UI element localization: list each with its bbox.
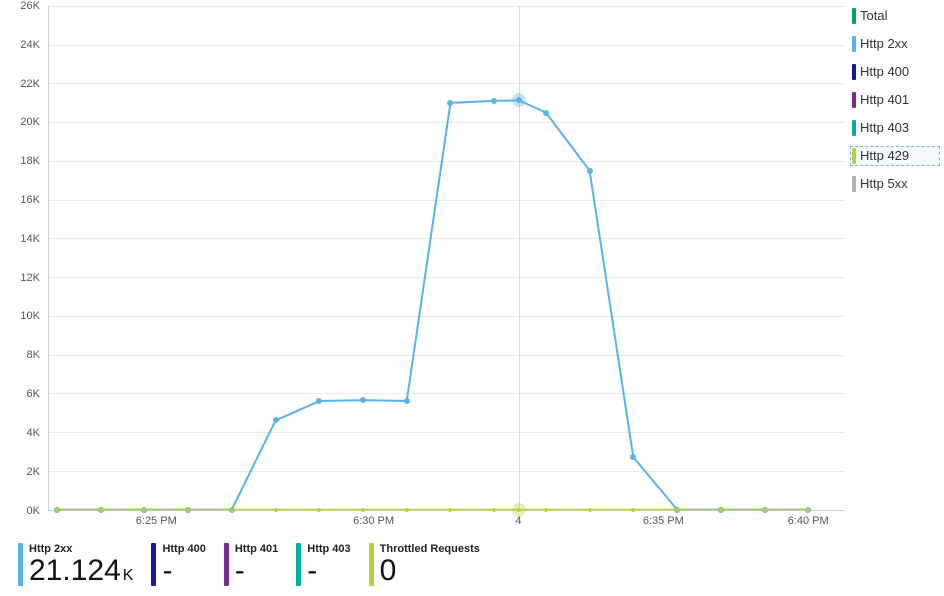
legend-swatch [852,64,856,80]
data-point [675,508,679,512]
series-http-429 [49,6,844,510]
metric-value-number: - [162,554,172,587]
legend-item[interactable]: Http 401 [850,90,940,110]
x-tick-label: 4 [515,515,521,527]
metric-value: 0 [380,555,480,587]
legend-label: Total [860,8,887,24]
metric-card[interactable]: Http 401- [224,543,278,587]
legend-swatch [852,176,856,192]
legend-label: Http 401 [860,92,909,108]
y-tick-label: 22K [0,78,40,90]
x-tick-label: 6:25 PM [136,515,177,527]
data-point [55,508,59,512]
y-tick-label: 14K [0,233,40,245]
y-tick-label: 16K [0,194,40,206]
legend-swatch [852,8,856,24]
y-tick-label: 20K [0,116,40,128]
metric-value: - [235,555,278,587]
metric-text: Http 401- [235,543,278,587]
metric-card[interactable]: Http 400- [151,543,205,587]
y-tick-label: 8K [0,349,40,361]
data-point [517,508,521,512]
metric-color-bar [296,543,301,587]
metric-color-bar [369,543,374,587]
data-point [631,508,635,512]
y-axis: 0K2K4K6K8K10K12K14K16K18K20K22K24K26K [0,6,44,511]
legend-item[interactable]: Total [850,6,940,26]
legend-swatch [852,92,856,108]
legend: Total Http 2xx Http 400 Http 401 Http 403 Htt… [844,0,944,537]
metric-color-bar [18,543,23,587]
y-tick-label: 12K [0,272,40,284]
data-point [230,508,234,512]
x-tick-label: 6:40 PM [788,515,829,527]
data-point [588,508,592,512]
chart-area: 0K 2K 4K 6K 8K 10K 12K 14K 16K 18K 20K 22K 24K 26K 6:… [0,0,844,537]
legend-label: Http 400 [860,64,909,80]
chart-row: 0K 2K 4K 6K 8K 10K 12K 14K 16K 18K 20K 22K 24K 26K 6:… [0,0,944,537]
metric-color-bar [151,543,156,587]
x-tick-label: 6:35 PM [643,515,684,527]
y-tick-label: 18K [0,155,40,167]
legend-item[interactable]: Http 429 [850,146,940,166]
legend-item[interactable]: Http 403 [850,118,940,138]
metric-value-number: 21.124 [29,554,121,587]
legend-label: Http 429 [860,148,909,164]
data-point [405,508,409,512]
x-tick-label: 6:30 PM [353,515,394,527]
metric-card[interactable]: Http 2xx21.124K [18,543,133,587]
x-axis: 6:25 PM 6:30 PM 4 6:35 PM 6:40 PM [48,513,844,531]
y-tick-label: 0K [0,505,40,517]
metric-value: - [162,555,205,587]
metric-text: Throttled Requests0 [380,543,480,587]
metric-text: Http 2xx21.124K [29,543,133,587]
data-point [142,508,146,512]
data-point [186,508,190,512]
metric-card[interactable]: Http 403- [296,543,350,587]
metric-value-number: - [235,554,245,587]
legend-item[interactable]: Http 5xx [850,174,940,194]
y-tick-label: 24K [0,39,40,51]
data-point [763,508,767,512]
data-point [806,508,810,512]
metric-color-bar [224,543,229,587]
legend-swatch [852,36,856,52]
metrics-row: Http 2xx21.124K Http 400- Http 401- Http 40… [0,537,944,596]
data-point [274,508,278,512]
legend-label: Http 2xx [860,36,908,52]
chart-container: 0K2K4K6K8K10K12K14K16K18K20K22K24K26K 6:… [0,0,944,596]
data-point [99,508,103,512]
data-point [492,508,496,512]
metric-value-number: 0 [380,554,397,587]
legend-swatch [852,120,856,136]
legend-item[interactable]: Http 400 [850,62,940,82]
y-tick-label: 2K [0,466,40,478]
legend-swatch [852,148,856,164]
plot-area[interactable] [48,6,844,511]
data-point [719,508,723,512]
y-tick-label: 10K [0,310,40,322]
metric-text: Http 403- [307,543,350,587]
data-point [448,508,452,512]
legend-label: Http 403 [860,120,909,136]
legend-item[interactable]: Http 2xx [850,34,940,54]
y-tick-label: 4K [0,427,40,439]
y-tick-label: 26K [0,0,40,12]
data-point [361,508,365,512]
data-point [317,508,321,512]
metric-card[interactable]: Throttled Requests0 [369,543,480,587]
metric-value-unit: K [123,567,134,584]
metric-value: 21.124K [29,555,133,587]
data-point [544,508,548,512]
y-tick-label: 6K [0,388,40,400]
metric-value: - [307,555,350,587]
legend-label: Http 5xx [860,176,908,192]
metric-text: Http 400- [162,543,205,587]
metric-value-number: - [307,554,317,587]
